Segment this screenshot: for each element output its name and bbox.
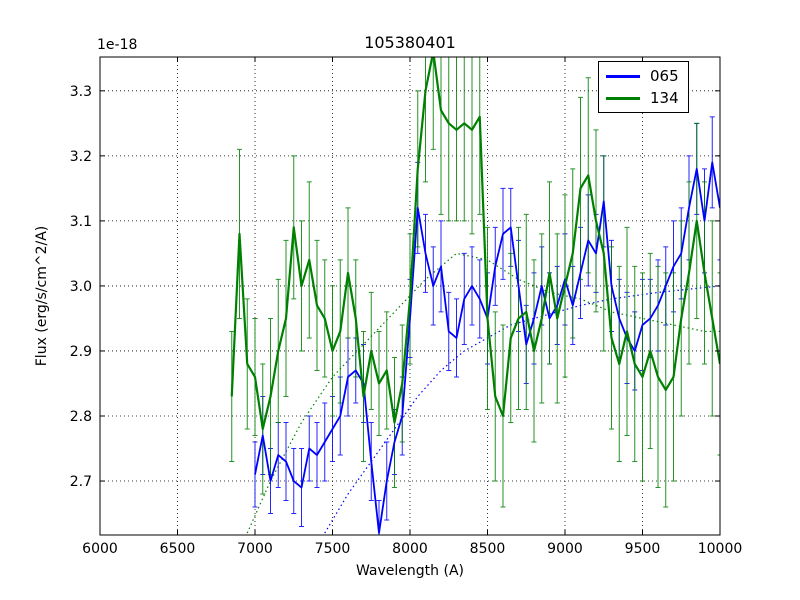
y-axis-offset-label: 1e-18 bbox=[97, 37, 138, 53]
legend-label-134: 134 bbox=[650, 88, 679, 107]
x-tick-label: 6000 bbox=[82, 541, 118, 557]
y-tick-label: 2.8 bbox=[70, 409, 92, 425]
y-tick-label: 3.2 bbox=[70, 149, 92, 165]
legend-label-065: 065 bbox=[650, 66, 679, 85]
series-line-134 bbox=[230, 57, 720, 431]
legend: 065 134 bbox=[598, 61, 689, 113]
y-tick-label: 2.7 bbox=[70, 474, 92, 490]
y-tick-label: 2.9 bbox=[70, 344, 92, 360]
chart-title: 105380401 bbox=[364, 33, 456, 52]
x-axis-label: Wavelength (A) bbox=[355, 563, 464, 579]
x-tick-label: 7500 bbox=[315, 541, 351, 557]
fit-curve-134-fit bbox=[246, 252, 720, 534]
legend-item-065: 065 bbox=[606, 65, 679, 87]
x-tick-label: 9000 bbox=[547, 541, 583, 557]
x-tick-label: 8500 bbox=[470, 541, 506, 557]
x-tick-label: 6500 bbox=[160, 541, 196, 557]
y-tick-label: 3.0 bbox=[70, 279, 92, 295]
x-tick-label: 10000 bbox=[698, 541, 743, 557]
x-tick-label: 9500 bbox=[625, 541, 661, 557]
legend-line-sample-134 bbox=[606, 96, 640, 100]
x-tick-label: 8000 bbox=[392, 541, 428, 557]
x-tick-label: 7000 bbox=[237, 541, 273, 557]
legend-item-134: 134 bbox=[606, 87, 679, 109]
y-tick-label: 3.1 bbox=[70, 214, 92, 230]
y-axis-label: Flux (erg/s/cm^2/A) bbox=[34, 225, 50, 367]
y-tick-label: 3.3 bbox=[70, 84, 92, 100]
legend-line-sample-065 bbox=[606, 74, 640, 78]
